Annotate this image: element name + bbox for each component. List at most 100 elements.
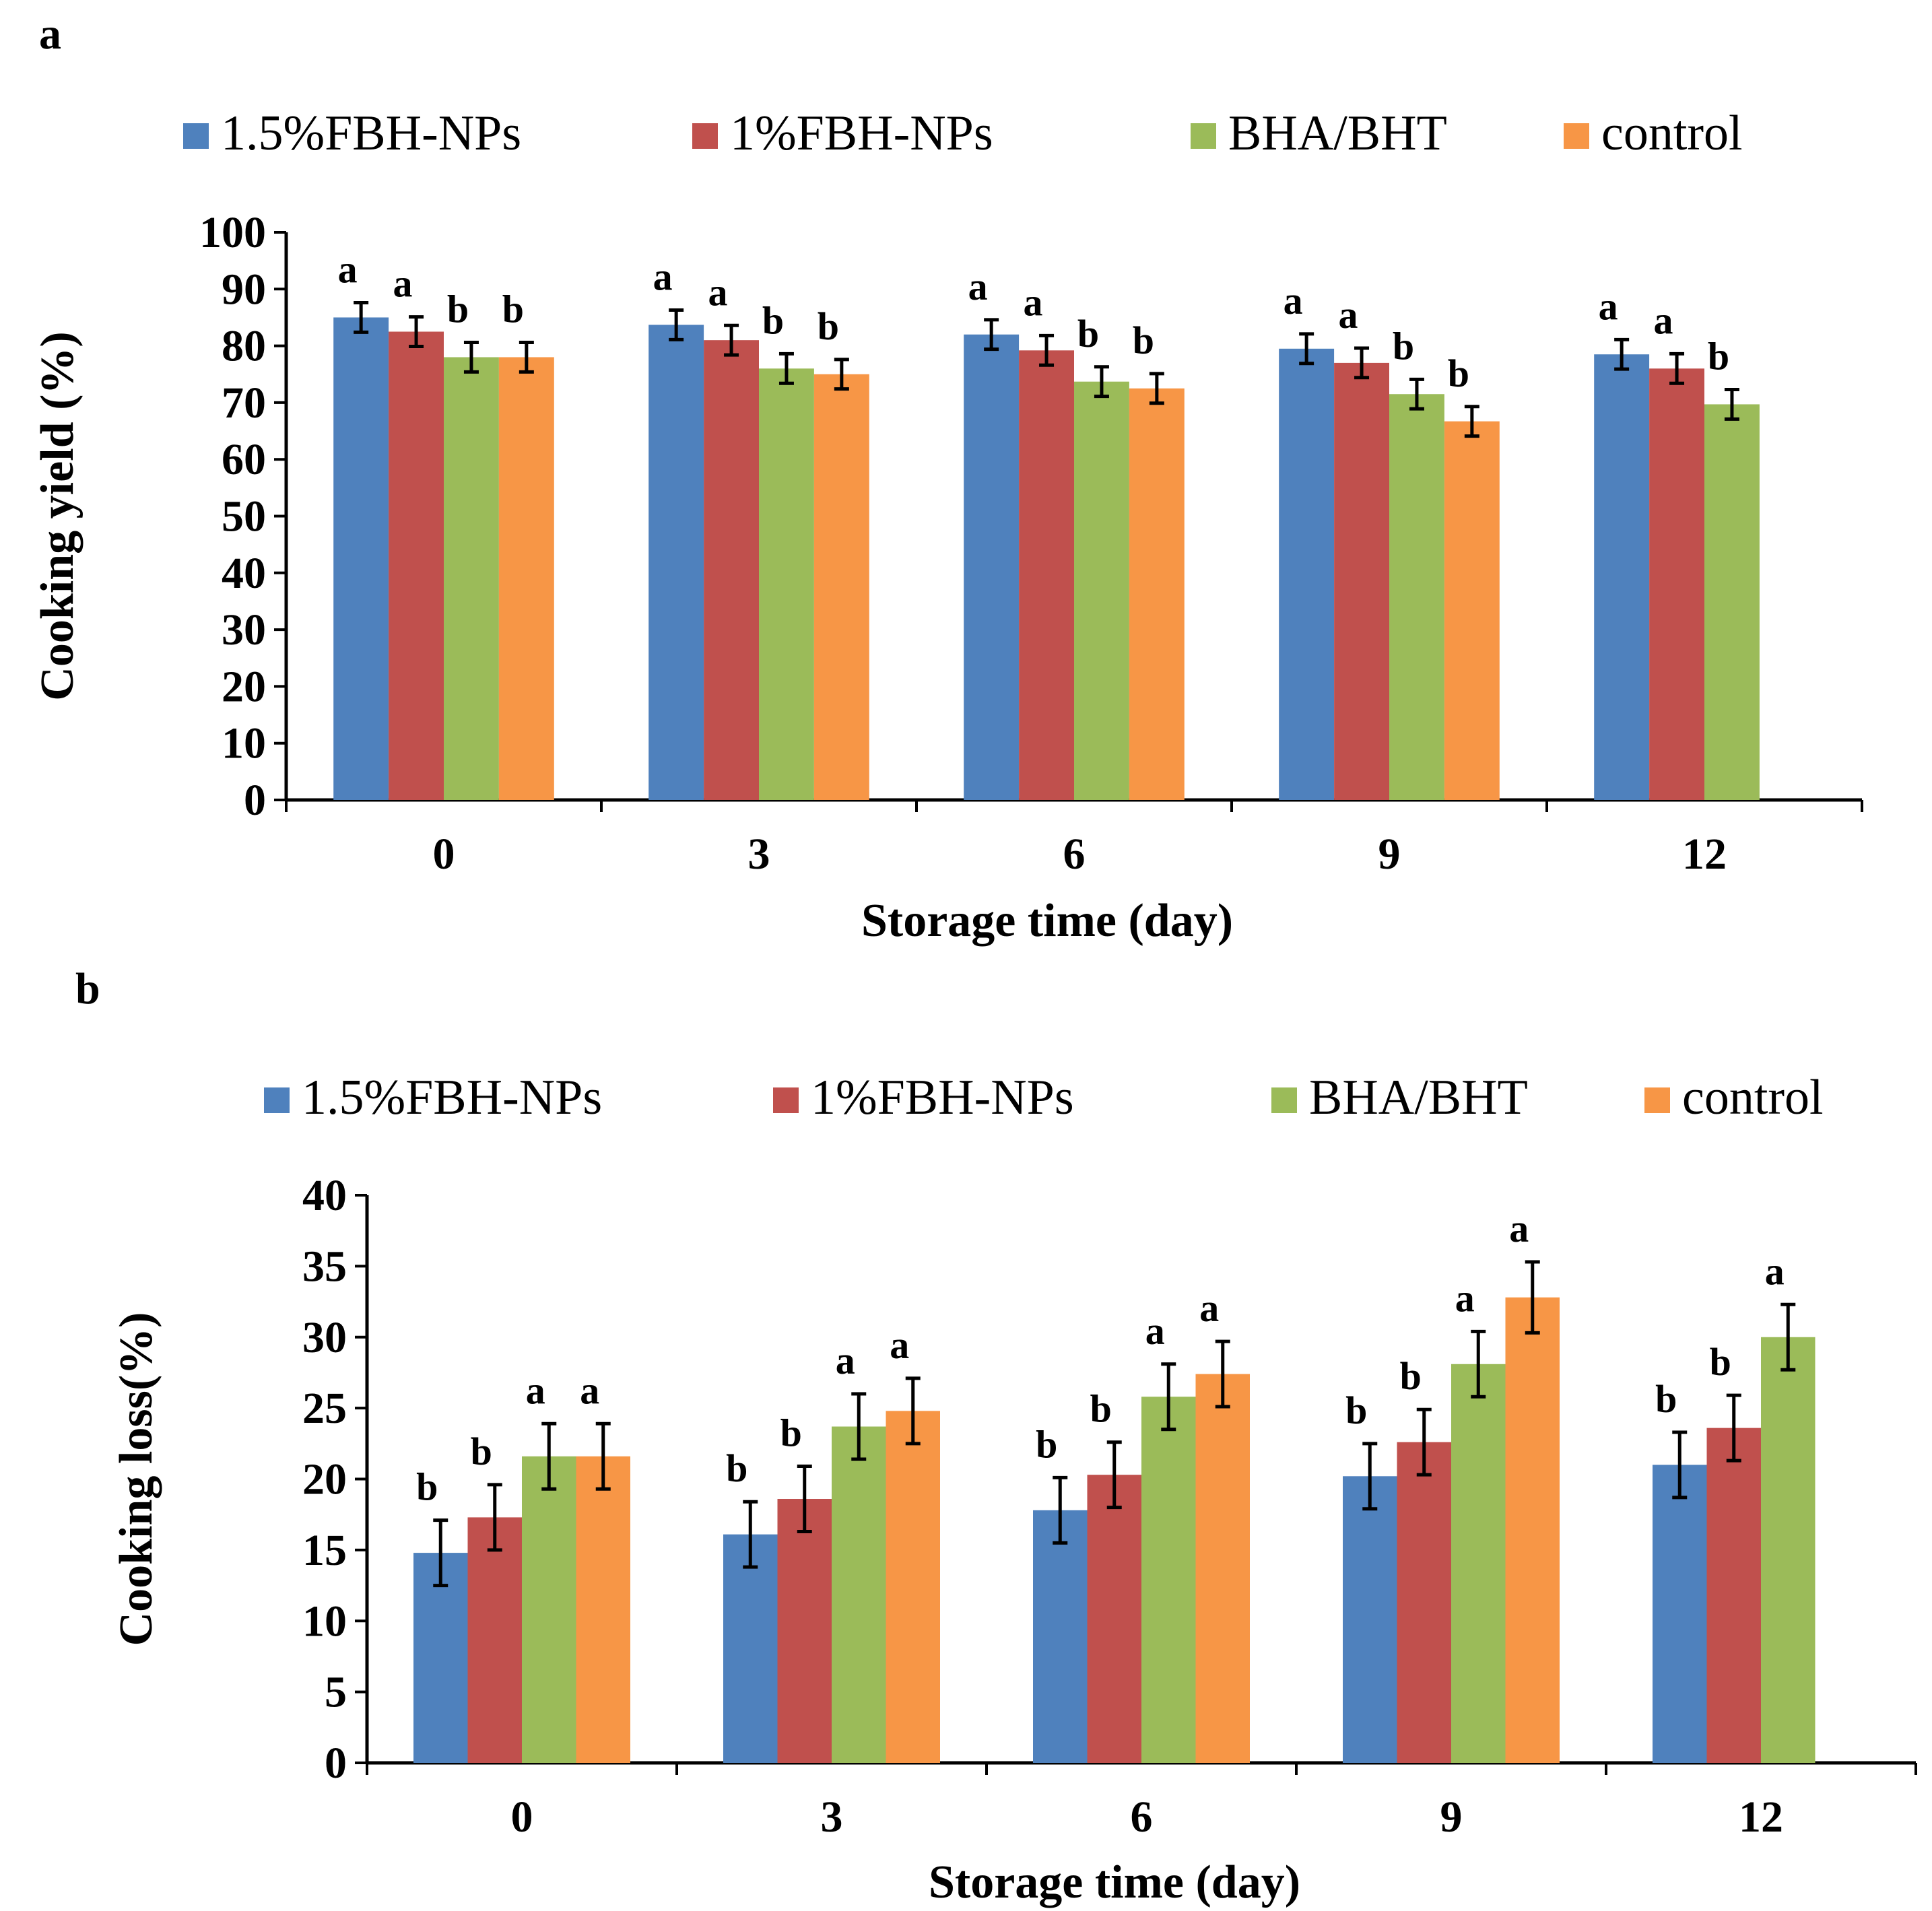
significance-letter: b: [1393, 324, 1414, 368]
x-tick-label: 9: [1440, 1792, 1463, 1842]
significance-letter: b: [780, 1411, 802, 1455]
legend-label: BHA/BHT: [1309, 1070, 1528, 1125]
panel-letter: a: [39, 9, 61, 59]
significance-letter: b: [1655, 1377, 1677, 1421]
y-tick-label: 5: [325, 1668, 347, 1717]
legend-label: 1%FBH-NPs: [730, 106, 993, 161]
bar-1-fbh-nps-day-6: [1087, 1475, 1141, 1763]
significance-letter: a: [1024, 280, 1043, 324]
y-tick-label: 50: [222, 492, 266, 541]
y-tick-label: 60: [222, 435, 266, 484]
legend-label: 1.5%FBH-NPs: [221, 106, 521, 161]
y-tick-label: 40: [222, 549, 266, 598]
significance-letter: a: [1599, 284, 1618, 328]
bar-1-fbh-nps-day-12: [1706, 1428, 1761, 1763]
y-tick-label: 15: [302, 1526, 347, 1575]
significance-letter: b: [416, 1465, 438, 1509]
bar-1-5-fbh-nps-day-0: [413, 1553, 468, 1763]
bar-1-5-fbh-nps-day-3: [648, 325, 704, 800]
bar-control-day-6: [1195, 1374, 1250, 1763]
bar-1-fbh-nps-day-6: [1019, 350, 1074, 800]
significance-letter: a: [580, 1368, 599, 1412]
significance-letter: b: [471, 1430, 492, 1473]
significance-letter: a: [1339, 293, 1358, 337]
bar-control-day-3: [886, 1411, 940, 1763]
bar-control-day-3: [813, 374, 869, 800]
significance-letter: b: [1036, 1422, 1057, 1466]
significance-letter: b: [1090, 1387, 1112, 1431]
y-tick-label: 90: [222, 265, 266, 314]
bar-1-fbh-nps-day-9: [1334, 362, 1389, 800]
significance-letter: b: [447, 288, 469, 331]
y-tick-label: 10: [222, 719, 266, 768]
x-axis-title: Storage time (day): [929, 1856, 1300, 1908]
bar-bha-bht-day-9: [1389, 394, 1444, 800]
bar-control-day-9: [1505, 1297, 1560, 1763]
y-tick-label: 30: [222, 605, 266, 655]
panel-b-chart: b 1.5%FBH-NPs 1%FBH-NPs BHA/BHT control 0 5 10 1…: [75, 964, 1917, 1908]
significance-letter: a: [1509, 1207, 1529, 1250]
bar-bha-bht-day-12: [1761, 1337, 1816, 1763]
significance-letter: a: [708, 270, 728, 314]
significance-letter: b: [726, 1446, 747, 1490]
y-tick-label: 30: [302, 1313, 347, 1362]
bar-1-fbh-nps-day-9: [1397, 1442, 1451, 1763]
significance-letter: a: [393, 262, 413, 306]
panel-letter: b: [75, 964, 100, 1013]
bar-1-fbh-nps-day-3: [777, 1499, 832, 1763]
significance-letter: b: [1077, 312, 1099, 356]
bar-bha-bht-day-3: [832, 1426, 886, 1763]
x-tick-label: 12: [1682, 830, 1727, 879]
significance-letter: b: [818, 304, 839, 348]
y-tick-label: 10: [302, 1597, 347, 1646]
significance-letter: b: [1400, 1354, 1422, 1398]
x-tick-label: 6: [1131, 1792, 1153, 1842]
bar-1-fbh-nps-day-0: [467, 1517, 522, 1763]
bar-1-5-fbh-nps-day-12: [1653, 1465, 1707, 1763]
significance-letter: b: [1448, 351, 1469, 395]
legend-label: 1%FBH-NPs: [811, 1070, 1074, 1125]
x-tick-label: 9: [1378, 830, 1401, 879]
bar-1-5-fbh-nps-day-6: [1033, 1510, 1088, 1763]
legend-swatch: [773, 1087, 799, 1113]
y-tick-label: 100: [199, 208, 266, 257]
bar-1-5-fbh-nps-day-0: [333, 317, 389, 800]
bar-bha-bht-day-3: [759, 368, 814, 800]
panel-a-chart: a 1.5%FBH-NPs 1%FBH-NPs BHA/BHT control 0 10 20…: [32, 9, 1863, 947]
legend-swatch: [1191, 123, 1216, 149]
y-tick-label: 0: [244, 776, 266, 825]
bar-bha-bht-day-6: [1074, 381, 1129, 800]
x-tick-label: 3: [748, 830, 770, 879]
bar-bha-bht-day-0: [444, 357, 499, 800]
x-tick-label: 6: [1063, 830, 1086, 879]
bar-bha-bht-day-0: [522, 1456, 576, 1763]
significance-letter: a: [1199, 1286, 1219, 1330]
y-tick-label: 0: [325, 1739, 347, 1788]
y-tick-label: 35: [302, 1242, 347, 1291]
significance-letter: b: [1708, 335, 1729, 378]
y-axis-title: Cooking yield (%): [32, 331, 84, 700]
y-axis-title: Cooking loss(%): [110, 1312, 162, 1646]
significance-letter: a: [968, 265, 988, 308]
y-tick-label: 40: [302, 1171, 347, 1220]
legend-label: control: [1601, 106, 1743, 161]
x-tick-label: 0: [511, 1792, 533, 1842]
significance-letter: a: [890, 1323, 909, 1367]
legend-swatch: [1564, 123, 1589, 149]
bar-bha-bht-day-9: [1451, 1364, 1506, 1763]
significance-letter: b: [762, 298, 784, 342]
y-tick-label: 20: [302, 1455, 347, 1504]
significance-letter: b: [1345, 1388, 1367, 1432]
legend-label: 1.5%FBH-NPs: [302, 1070, 602, 1125]
bar-1-fbh-nps-day-12: [1649, 368, 1704, 800]
bar-1-5-fbh-nps-day-9: [1279, 348, 1335, 800]
legend-label: BHA/BHT: [1228, 106, 1447, 161]
bar-1-fbh-nps-day-3: [704, 340, 759, 800]
significance-letter: b: [502, 288, 524, 331]
significance-letter: b: [1133, 318, 1154, 362]
y-tick-label: 25: [302, 1384, 347, 1433]
y-tick-label: 20: [222, 662, 266, 711]
legend-label: control: [1682, 1070, 1824, 1125]
legend-swatch: [1271, 1087, 1297, 1113]
